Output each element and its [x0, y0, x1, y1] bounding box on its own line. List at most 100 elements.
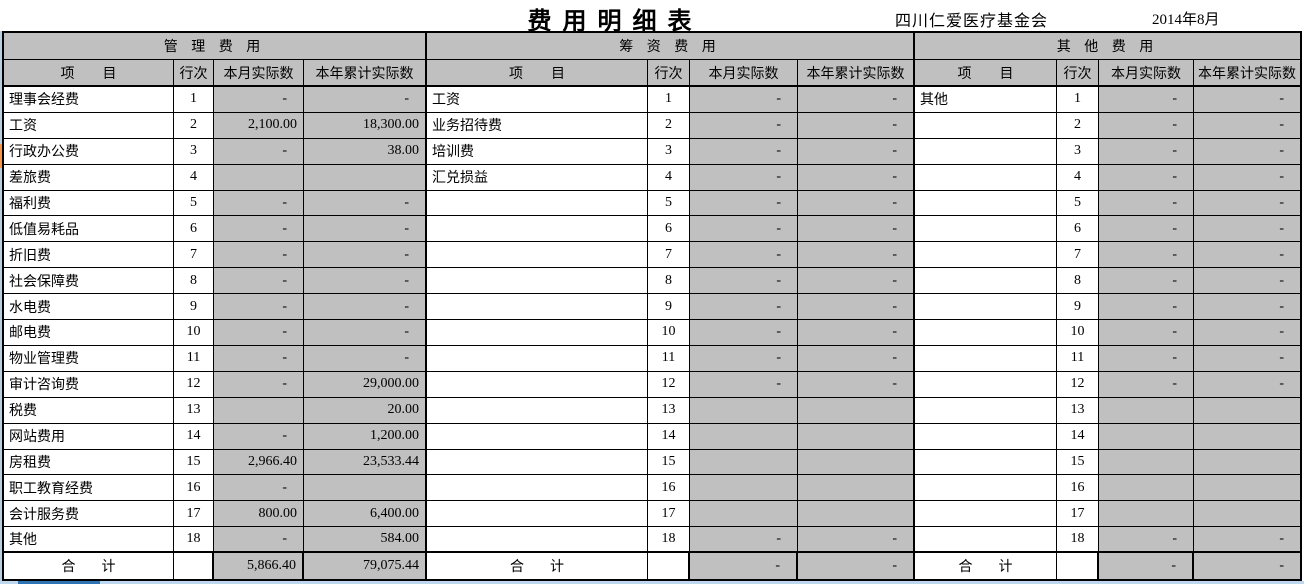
column-header-item[interactable]: 项 目: [4, 60, 174, 87]
cell-month[interactable]: -: [1099, 216, 1194, 243]
cell-line[interactable]: 8: [174, 268, 214, 295]
cell-month[interactable]: [214, 397, 304, 424]
total-ytd[interactable]: -: [798, 553, 913, 579]
cell-month[interactable]: -: [214, 242, 304, 269]
cell-line[interactable]: 13: [1057, 397, 1099, 424]
cell-line[interactable]: 10: [174, 320, 214, 346]
cell-ytd[interactable]: -: [1194, 320, 1300, 346]
cell-ytd[interactable]: -: [798, 164, 913, 191]
cell-item[interactable]: [427, 423, 648, 450]
cell-month[interactable]: [690, 423, 798, 450]
cell-ytd[interactable]: 38.00: [304, 138, 425, 165]
cell-month[interactable]: -: [690, 345, 798, 372]
cell-month[interactable]: -: [214, 527, 304, 554]
cell-line[interactable]: 11: [1057, 345, 1099, 372]
cell-line[interactable]: 3: [174, 138, 214, 165]
total-line-cell[interactable]: [174, 553, 214, 579]
cell-ytd[interactable]: -: [798, 345, 913, 372]
total-line-cell[interactable]: [648, 553, 690, 579]
cell-item[interactable]: [427, 268, 648, 295]
cell-month[interactable]: -: [214, 320, 304, 346]
cell-item[interactable]: 工资: [4, 112, 174, 139]
cell-item[interactable]: [427, 242, 648, 269]
cell-item[interactable]: 税费: [4, 397, 174, 424]
cell-month[interactable]: -: [1099, 268, 1194, 295]
cell-item[interactable]: [427, 371, 648, 398]
total-ytd[interactable]: 79,075.44: [304, 553, 425, 579]
cell-ytd[interactable]: [798, 397, 913, 424]
cell-ytd[interactable]: [1194, 501, 1300, 528]
cell-item[interactable]: 审计咨询费: [4, 371, 174, 398]
cell-line[interactable]: 7: [648, 242, 690, 269]
cell-month[interactable]: [1099, 423, 1194, 450]
cell-ytd[interactable]: -: [304, 87, 425, 113]
cell-item[interactable]: 会计服务费: [4, 501, 174, 528]
column-header-month[interactable]: 本月实际数: [1099, 60, 1194, 87]
cell-month[interactable]: [214, 164, 304, 191]
cell-item[interactable]: [427, 294, 648, 321]
cell-ytd[interactable]: -: [304, 190, 425, 217]
cell-month[interactable]: -: [690, 320, 798, 346]
cell-line[interactable]: 15: [174, 449, 214, 476]
cell-line[interactable]: 3: [1057, 138, 1099, 165]
cell-line[interactable]: 4: [648, 164, 690, 191]
cell-line[interactable]: 9: [1057, 294, 1099, 321]
cell-item[interactable]: [427, 397, 648, 424]
cell-ytd[interactable]: -: [1194, 190, 1300, 217]
cell-ytd[interactable]: [798, 475, 913, 502]
cell-ytd[interactable]: -: [1194, 138, 1300, 165]
cell-line[interactable]: 7: [174, 242, 214, 269]
cell-item[interactable]: [915, 294, 1057, 321]
cell-line[interactable]: 9: [648, 294, 690, 321]
cell-line[interactable]: 18: [1057, 527, 1099, 554]
cell-ytd[interactable]: [1194, 397, 1300, 424]
cell-line[interactable]: 8: [1057, 268, 1099, 295]
cell-line[interactable]: 1: [1057, 87, 1099, 113]
cell-ytd[interactable]: -: [798, 138, 913, 165]
cell-line[interactable]: 18: [174, 527, 214, 554]
cell-ytd[interactable]: -: [798, 371, 913, 398]
cell-month[interactable]: -: [690, 294, 798, 321]
cell-item[interactable]: [915, 320, 1057, 346]
cell-item[interactable]: 房租费: [4, 449, 174, 476]
cell-ytd[interactable]: [1194, 475, 1300, 502]
cell-line[interactable]: 1: [648, 87, 690, 113]
cell-ytd[interactable]: [304, 475, 425, 502]
cell-month[interactable]: -: [214, 87, 304, 113]
cell-ytd[interactable]: -: [1194, 87, 1300, 113]
cell-ytd[interactable]: -: [1194, 216, 1300, 243]
cell-month[interactable]: -: [690, 190, 798, 217]
cell-ytd[interactable]: [798, 501, 913, 528]
cell-month[interactable]: -: [1099, 164, 1194, 191]
cell-line[interactable]: 10: [648, 320, 690, 346]
section-header[interactable]: 筹 资 费 用: [427, 33, 913, 60]
report-period[interactable]: 2014年8月: [1152, 12, 1220, 28]
cell-item[interactable]: 福利费: [4, 190, 174, 217]
cell-ytd[interactable]: [798, 449, 913, 476]
cell-line[interactable]: 15: [648, 449, 690, 476]
cell-item[interactable]: 网站费用: [4, 423, 174, 450]
cell-item[interactable]: 其他: [4, 527, 174, 554]
cell-month[interactable]: -: [214, 345, 304, 372]
cell-month[interactable]: -: [214, 268, 304, 295]
cell-month[interactable]: -: [214, 371, 304, 398]
cell-ytd[interactable]: -: [1194, 268, 1300, 295]
cell-item[interactable]: [915, 371, 1057, 398]
cell-item[interactable]: [915, 501, 1057, 528]
cell-month[interactable]: [1099, 397, 1194, 424]
cell-month[interactable]: -: [690, 112, 798, 139]
cell-line[interactable]: 2: [174, 112, 214, 139]
cell-month[interactable]: -: [1099, 242, 1194, 269]
cell-month[interactable]: [690, 397, 798, 424]
column-header-line[interactable]: 行次: [1057, 60, 1099, 87]
cell-item[interactable]: 行政办公费: [4, 138, 174, 165]
cell-month[interactable]: -: [1099, 320, 1194, 346]
cell-line[interactable]: 11: [174, 345, 214, 372]
cell-ytd[interactable]: -: [798, 112, 913, 139]
cell-month[interactable]: -: [1099, 527, 1194, 554]
cell-ytd[interactable]: [304, 164, 425, 191]
cell-month[interactable]: [1099, 475, 1194, 502]
cell-ytd[interactable]: -: [304, 216, 425, 243]
cell-item[interactable]: 工资: [427, 87, 648, 113]
cell-month[interactable]: -: [214, 294, 304, 321]
